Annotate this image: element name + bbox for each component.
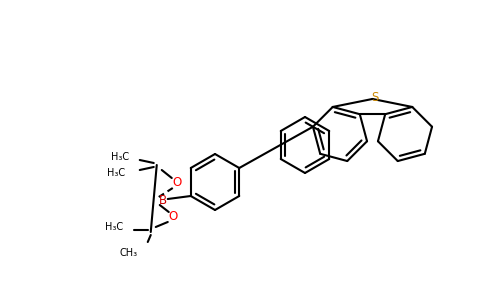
Text: H₃C: H₃C bbox=[105, 222, 123, 232]
Text: S: S bbox=[371, 92, 378, 104]
Text: H₃C: H₃C bbox=[106, 168, 125, 178]
Text: O: O bbox=[172, 176, 182, 190]
Text: CH₃: CH₃ bbox=[120, 248, 138, 258]
Text: B: B bbox=[159, 194, 167, 208]
Text: O: O bbox=[168, 211, 177, 224]
Text: H₃C: H₃C bbox=[111, 152, 129, 162]
